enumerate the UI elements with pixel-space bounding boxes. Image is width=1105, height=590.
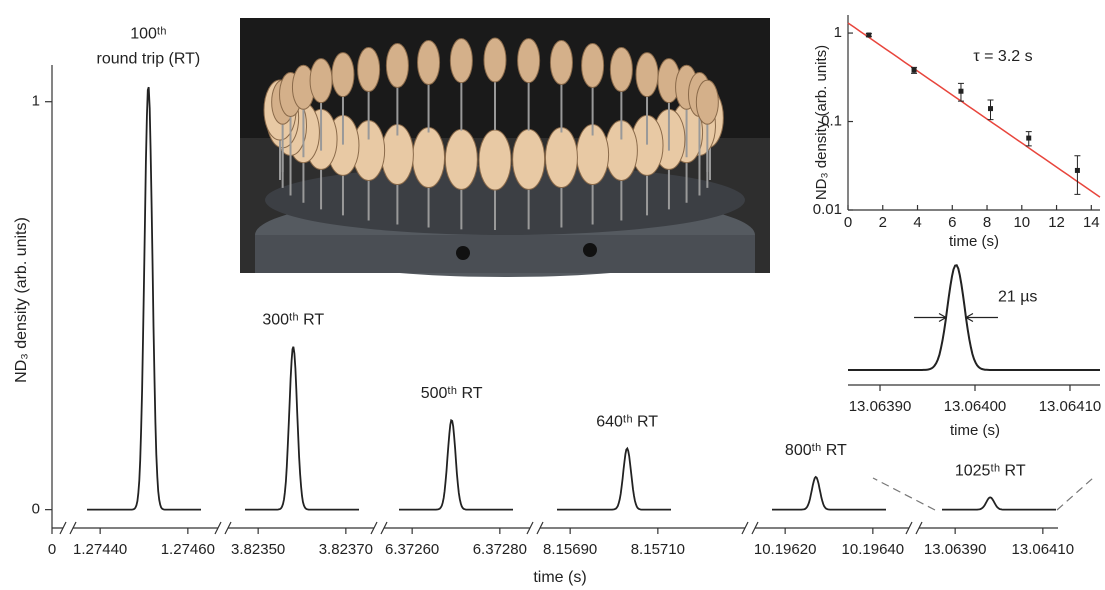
electrode [512,128,546,190]
peak-trace [399,418,513,511]
base-plate-edge [255,235,755,273]
peak-label: 500ᵗʰ RT [421,385,483,402]
x-tick-label: 1.27460 [161,541,215,558]
electrode [417,39,441,85]
y-tick-label: 0.01 [813,201,842,218]
peak-trace [87,86,201,511]
electrode [444,128,478,190]
y-axis-label: ND₃ density (arb. units) [13,217,30,383]
x-tick-label: 8.15690 [543,541,597,558]
peak-trace [557,446,671,511]
x-tick-label: 8 [983,214,991,231]
x-tick-label: 12 [1048,214,1065,231]
photo [240,18,770,277]
electrode [609,47,633,93]
x-tick-label: 6.37280 [473,541,527,558]
axis-break-mark [905,521,923,535]
electrode [357,47,381,93]
electrode [449,38,473,84]
fwhm-annotation: 21 µs [998,289,1037,306]
x-tick-label: 8.15710 [631,541,685,558]
x-tick-label: 13.06410 [1039,398,1102,415]
bolt [456,246,470,260]
peak-label: 800ᵗʰ RT [785,442,847,459]
peak-label: 300ᵗʰ RT [262,312,324,329]
peak-trace [245,346,359,511]
fwhm-arrow [914,312,998,323]
y-tick-label: 1 [834,24,842,41]
x-tick-label: 13.06390 [924,541,987,558]
peak-trace [772,475,886,511]
axis-break-mark [214,521,232,535]
electrode [544,127,578,189]
x-axis-label: time (s) [949,233,999,250]
data-point [1074,167,1080,173]
x-tick-label: 10 [1013,214,1030,231]
x-tick-label: 3.82370 [319,541,373,558]
base-plate-top [265,165,745,235]
x-tick-label: 13.06410 [1012,541,1075,558]
axis-break [218,524,228,532]
x-tick-label: 3.82350 [231,541,285,558]
electrode [483,37,507,83]
x-tick-label: 0 [844,214,852,231]
electrode [695,79,719,125]
x-tick-label: 4 [913,214,921,231]
data-point [958,88,964,94]
x-tick-label: 1.27440 [73,541,127,558]
peak-label: round trip (RT) [97,51,201,68]
axis-break [374,524,384,532]
data-point [1026,135,1032,141]
electrode [581,42,605,88]
x-tick-label: 6 [948,214,956,231]
inset-background [848,15,1100,210]
axis-break [745,524,755,532]
y-tick-label: 1 [32,93,40,110]
bolt [583,243,597,257]
x-tick-label: 14 [1083,214,1100,231]
x-tick-label: 13.06390 [849,398,912,415]
peak-label: 100ᵗʰ [130,26,166,43]
x-tick-label: 13.06400 [944,398,1007,415]
x-tick-label: 0 [48,541,56,558]
electrode [478,129,512,191]
x-tick-label: 10.19640 [842,541,905,558]
electrode [517,38,541,84]
data-point [988,106,994,112]
electrode [331,52,355,98]
data-point [866,32,872,38]
zoom-trace [848,264,1100,371]
x-axis-label: time (s) [950,422,1000,439]
y-tick-label: 0.1 [821,112,842,129]
axis-break [909,524,919,532]
electrode [309,58,333,104]
electrode [385,42,409,88]
axis-break [530,524,540,532]
axis-break-mark [741,521,759,535]
axis-break-mark [370,521,388,535]
peak-label: 1025ᵗʰ RT [955,463,1026,480]
electrode [412,127,446,189]
peak-trace [942,496,1056,511]
x-tick-label: 6.37260 [385,541,439,558]
axis-break [63,524,73,532]
axis-break-mark [59,521,77,535]
zoom-guide [872,477,936,511]
fit-line [847,22,1101,198]
x-axis-label: time (s) [533,569,586,586]
x-tick-label: 2 [879,214,887,231]
fit-annotation: τ = 3.2 s [973,48,1032,65]
y-axis-label: ND₃ density (arb. units) [813,45,830,200]
zoom-guide [1056,477,1094,511]
error-bar [1074,155,1081,195]
x-tick-label: 10.19620 [754,541,817,558]
data-point [911,67,917,73]
electrode [549,39,573,85]
peak-label: 640ᵗʰ RT [596,414,658,431]
axis-break-mark [526,521,544,535]
electrode [635,52,659,98]
y-tick-label: 0 [32,501,40,518]
